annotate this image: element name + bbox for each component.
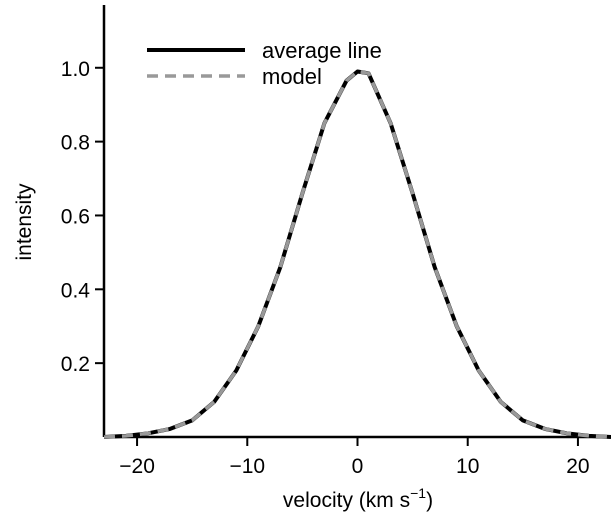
- y-tick-label: 0.6: [61, 205, 90, 228]
- model-series: [103, 69, 611, 439]
- legend-label-model: model: [262, 64, 322, 89]
- average-line-series: [103, 69, 611, 439]
- y-tick-label: 0.4: [61, 279, 91, 302]
- x-tick-label: 20: [566, 455, 589, 478]
- legend-label-average-line: average line: [262, 38, 382, 63]
- x-axis-ticks: −20 −10 0 10 20: [119, 437, 590, 478]
- y-tick-label: 1.0: [61, 58, 90, 81]
- x-tick-label: 0: [352, 455, 364, 478]
- y-axis-label: intensity: [13, 183, 36, 261]
- series-lines: [103, 69, 611, 439]
- y-tick-label: 0.8: [61, 132, 90, 155]
- x-axis-label: velocity (km s−1): [283, 485, 433, 512]
- x-tick-label: 10: [456, 455, 479, 478]
- y-axis-ticks: 0.2 0.4 0.6 0.8 1.0: [61, 58, 104, 376]
- x-tick-label: −20: [119, 455, 155, 478]
- y-tick-label: 0.2: [61, 353, 90, 376]
- x-tick-label: −10: [229, 455, 265, 478]
